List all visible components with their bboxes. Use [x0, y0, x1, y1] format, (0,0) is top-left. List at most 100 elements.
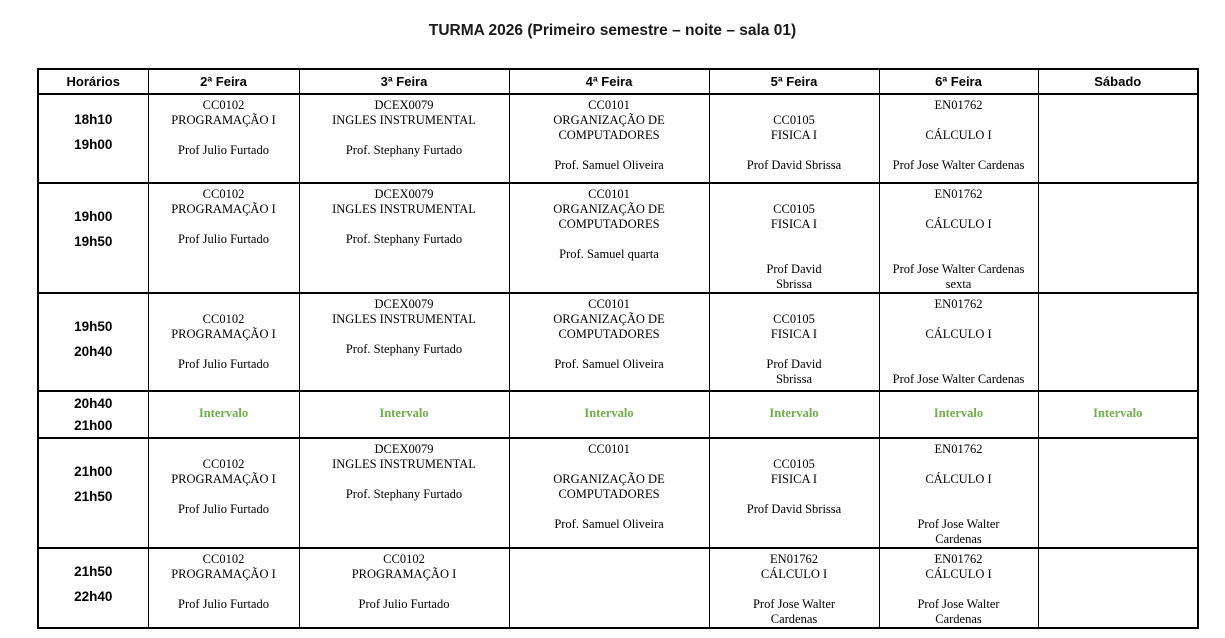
cell-line: [510, 143, 708, 158]
cell-line: Prof Julio Furtado: [178, 232, 269, 246]
cell-line: [300, 217, 508, 232]
cell-line: Prof Julio Furtado: [178, 597, 269, 611]
class-cell: CC0105 FISICA I Prof David Sbrissa: [708, 292, 880, 392]
time-cell: 20h40 21h00: [37, 390, 149, 439]
cell-line: EN01762: [934, 187, 983, 201]
cell-line: CC0101: [588, 187, 630, 201]
cell-line: Prof Jose Walter Cardenas: [892, 262, 1025, 276]
class-cell: CC0101 ORGANIZAÇÃO DE COMPUTADORES Prof. Sa…: [508, 93, 710, 184]
time-label: 21h00: [74, 418, 113, 433]
cell-line: Prof Julio Furtado: [178, 502, 269, 516]
schedule-row: 19h50 20h40 CC0102 PROGRAMAÇÃO I Prof Julio …: [37, 292, 1199, 392]
cell-line: [510, 342, 708, 357]
cell-line: ORGANIZAÇÃO DE: [553, 113, 665, 127]
page-title: TURMA 2026 (Primeiro semestre – noite – …: [428, 22, 797, 39]
cell-line: Prof Julio Furtado: [178, 143, 269, 157]
cell-line: EN01762: [934, 552, 983, 566]
cell-line: CC0102: [202, 552, 245, 566]
class-cell: [1037, 182, 1199, 294]
cell-line: [149, 487, 298, 502]
cell-line: DCEX0079: [374, 297, 434, 311]
class-cell: CC0102 PROGRAMAÇÃO I Prof Julio Furtado: [147, 547, 300, 629]
class-cell: CC0102 PROGRAMAÇÃO I Prof Julio Furtado: [298, 547, 510, 629]
cell-line: COMPUTADORES: [558, 327, 660, 341]
cell-line: ORGANIZAÇÃO DE: [553, 312, 665, 326]
cell-line: Sbrissa: [775, 372, 813, 386]
cell-line: [149, 442, 298, 457]
cell-line: CÁLCULO I: [925, 217, 992, 231]
cell-line: Intervalo: [769, 406, 819, 420]
schedule-row: 21h00 21h50 CC0102 PROGRAMAÇÃO I Prof Julio …: [37, 437, 1199, 549]
cell-line: [300, 327, 508, 342]
cell-line: COMPUTADORES: [558, 217, 660, 231]
cell-line: INGLES INSTRUMENTAL: [332, 457, 476, 471]
cell-line: PROGRAMAÇÃO I: [171, 113, 276, 127]
cell-line: Prof. Samuel Oliveira: [554, 158, 664, 172]
cell-line: [149, 297, 298, 312]
cell-line: DCEX0079: [374, 98, 434, 112]
class-cell: [1037, 292, 1199, 392]
cell-line: ORGANIZAÇÃO DE: [553, 472, 665, 486]
interval-cell: Intervalo: [708, 390, 880, 439]
cell-line: Intervalo: [379, 406, 429, 420]
cell-line: INGLES INSTRUMENTAL: [332, 312, 476, 326]
cell-line: Prof Jose Walter: [917, 517, 1000, 531]
cell-line: COMPUTADORES: [558, 128, 660, 142]
class-cell: CC0101 ORGANIZAÇÃO DE COMPUTADORES Prof. Sa…: [508, 292, 710, 392]
class-cell: EN01762 CÁLCULO I Prof Jose Walter Cardena…: [878, 182, 1039, 294]
class-cell: EN01762 CÁLCULO I Prof Jose Walter Cardenas: [878, 547, 1039, 629]
cell-line: PROGRAMAÇÃO I: [351, 567, 457, 581]
cell-line: CC0102: [202, 312, 245, 326]
cell-line: CC0105: [773, 457, 815, 471]
class-cell: CC0101 ORGANIZAÇÃO DE COMPUTADORES Prof. Sa…: [508, 437, 710, 549]
cell-line: CC0105: [773, 312, 815, 326]
cell-line: EN01762: [934, 297, 983, 311]
cell-line: [710, 98, 878, 113]
cell-line: CÁLCULO I: [925, 128, 992, 142]
interval-cell: Intervalo: [1037, 390, 1199, 439]
cell-line: PROGRAMAÇÃO I: [171, 567, 276, 581]
cell-line: [510, 457, 708, 472]
cell-line: [300, 582, 508, 597]
cell-line: EN01762: [770, 552, 818, 566]
class-cell: DCEX0079 INGLES INSTRUMENTAL Prof. Stephan…: [298, 93, 510, 184]
cell-line: [880, 202, 1037, 217]
cell-line: FISICA I: [770, 472, 818, 486]
cell-line: Prof Jose Walter: [752, 597, 836, 611]
class-cell: CC0105 FISICA I Prof David Sbrissa: [708, 437, 880, 549]
cell-line: CC0101: [588, 98, 630, 112]
cell-line: [880, 247, 1037, 262]
class-cell: CC0102 PROGRAMAÇÃO I Prof Julio Furtado: [147, 93, 300, 184]
cell-line: Prof. Stephany Furtado: [345, 143, 463, 157]
cell-line: Cardenas: [935, 532, 982, 546]
cell-line: CC0105: [773, 113, 815, 127]
cell-line: [880, 232, 1037, 247]
cell-line: FISICA I: [770, 327, 818, 341]
schedule-row: 19h00 19h50 CC0102 PROGRAMAÇÃO I Prof Julio …: [37, 182, 1199, 294]
cell-line: Prof David: [766, 357, 822, 371]
cell-line: [710, 342, 878, 357]
column-header: Sábado: [1037, 68, 1199, 95]
cell-line: [710, 187, 878, 202]
cell-line: PROGRAMAÇÃO I: [171, 202, 276, 216]
interval-cell: Intervalo: [147, 390, 300, 439]
cell-line: PROGRAMAÇÃO I: [171, 327, 276, 341]
cell-line: Sbrissa: [775, 277, 813, 291]
time-label: 21h00: [74, 464, 113, 479]
schedule-header-row: Horários 2ª Feira 3ª Feira 4ª Feira 5ª Feira…: [37, 68, 1199, 95]
cell-line: CC0102: [383, 552, 425, 566]
cell-line: [880, 143, 1037, 158]
class-cell: CC0102 PROGRAMAÇÃO I Prof Julio Furtado: [147, 182, 300, 294]
schedule-body: 18h10 19h00 CC0102 PROGRAMAÇÃO I Prof Julio …: [37, 93, 1199, 629]
cell-line: CC0102: [202, 187, 245, 201]
cell-line: CC0102: [202, 98, 245, 112]
cell-line: CC0102: [202, 457, 245, 471]
cell-line: [880, 457, 1037, 472]
time-cell: 21h00 21h50: [37, 437, 149, 549]
cell-line: Prof David Sbrissa: [746, 502, 842, 516]
cell-line: [300, 472, 508, 487]
cell-line: PROGRAMAÇÃO I: [171, 472, 276, 486]
cell-line: CC0101: [588, 297, 630, 311]
class-cell: DCEX0079 INGLES INSTRUMENTAL Prof. Stephan…: [298, 292, 510, 392]
cell-line: Prof. Samuel Oliveira: [554, 517, 664, 531]
